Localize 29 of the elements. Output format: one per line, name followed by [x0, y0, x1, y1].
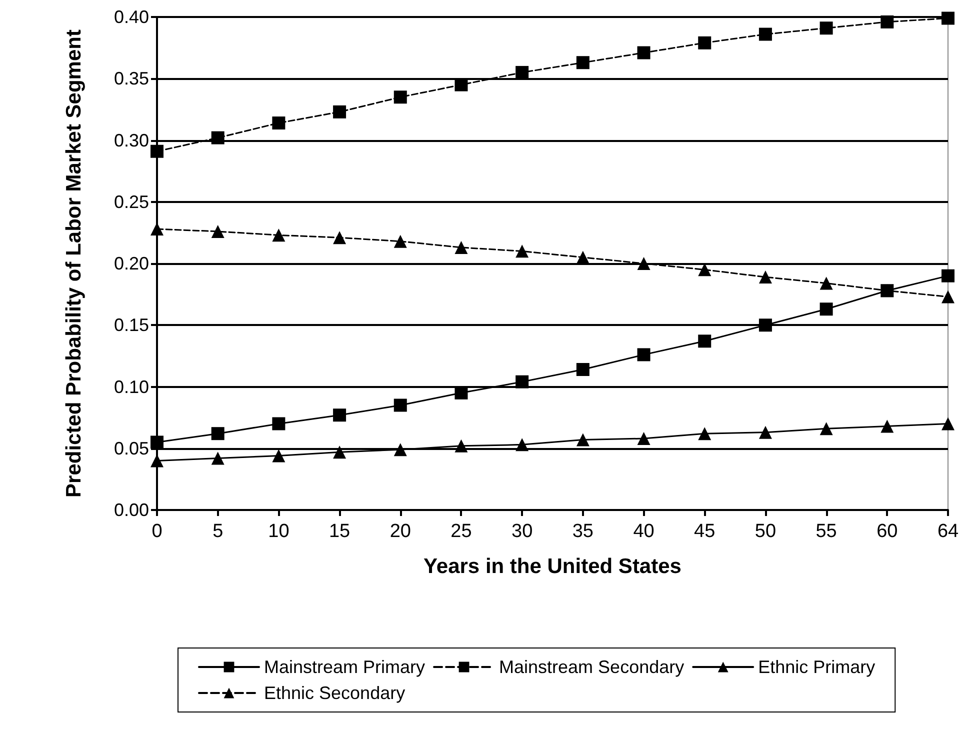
x-tick-label: 60: [876, 521, 898, 542]
y-tick-label: 0.05: [114, 438, 149, 458]
y-tick-label: 0.10: [114, 376, 149, 397]
x-tick-label: 20: [390, 521, 411, 542]
y-tick-label: 0.25: [114, 192, 149, 212]
x-tick-label: 45: [694, 521, 716, 542]
y-axis-title: Predicted Probability of Labor Market Segment: [62, 30, 86, 498]
x-tick-label: 10: [268, 521, 290, 542]
y-tick-label: 0.00: [114, 500, 149, 520]
x-tick-label: 50: [754, 521, 776, 542]
x-tick-label: 64: [937, 521, 959, 542]
legend-label: Mainstream Primary: [264, 657, 426, 677]
y-tick-label: 0.20: [114, 254, 149, 274]
legend-label: Mainstream Secondary: [499, 657, 684, 677]
x-tick-label: 40: [633, 521, 654, 542]
x-tick-label: 30: [512, 521, 533, 542]
x-tick-label: 25: [450, 521, 472, 542]
y-tick-label: 0.35: [114, 68, 149, 89]
y-tick-label: 0.30: [114, 130, 149, 150]
legend-label: Ethnic Secondary: [264, 683, 406, 703]
x-tick-label: 0: [152, 521, 162, 542]
y-tick-label: 0.15: [114, 315, 149, 336]
x-axis-title: Years in the United States: [424, 555, 682, 578]
x-tick-label: 15: [328, 521, 350, 542]
x-tick-label: 55: [816, 521, 837, 542]
y-tick-label: 0.40: [114, 7, 149, 27]
x-tick-label: 35: [572, 521, 594, 542]
legend-label: Ethnic Primary: [758, 657, 876, 677]
x-tick-label: 5: [212, 521, 224, 542]
